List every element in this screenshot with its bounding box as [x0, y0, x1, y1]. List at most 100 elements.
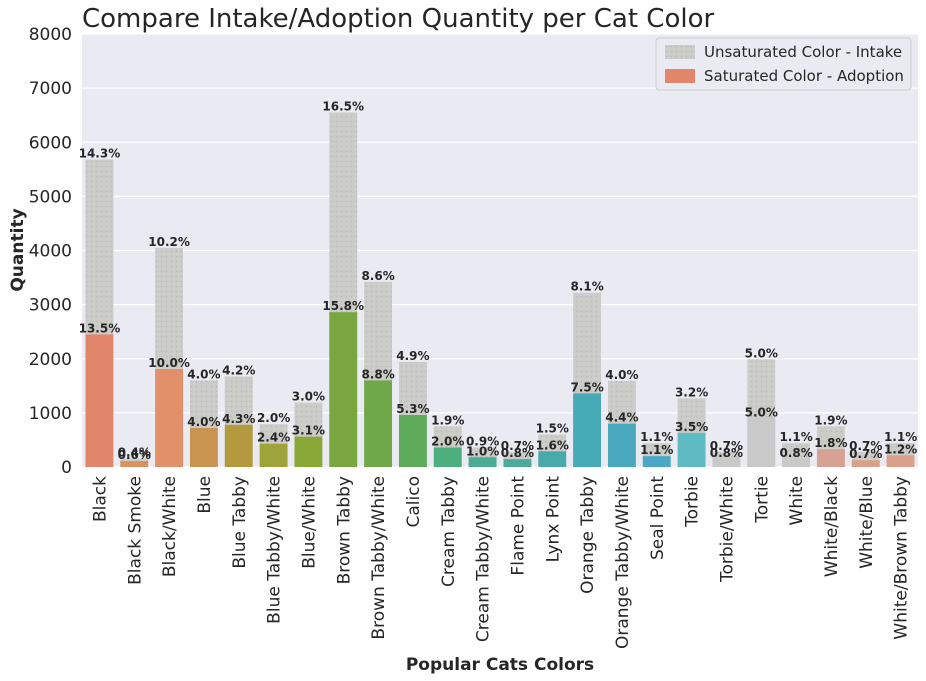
x-tick-label: White/Brown Tabby	[892, 476, 912, 640]
y-tick-label: 5000	[29, 187, 72, 207]
adoption-bar	[677, 432, 706, 467]
adoption-bar	[120, 461, 149, 467]
legend-swatch-intake	[665, 45, 695, 59]
x-tick-label: Blue	[195, 476, 215, 514]
x-tick-label: Blue Tabby	[230, 476, 250, 569]
adoption-bar	[573, 393, 602, 467]
adoption-pct-label: 5.3%	[396, 402, 429, 416]
x-tick-label: Lynx Point	[543, 476, 563, 563]
adoption-pct-label: 15.8%	[322, 299, 364, 313]
intake-pct-label: 5.0%	[745, 346, 778, 360]
adoption-pct-label: 0.7%	[849, 447, 882, 461]
adoption-pct-label: 10.0%	[148, 356, 190, 370]
adoption-pct-label: 3.1%	[292, 424, 325, 438]
intake-pct-label: 0.7%	[849, 439, 882, 453]
intake-pct-label: 3.2%	[675, 385, 708, 399]
adoption-pct-label: 0.6%	[118, 448, 151, 462]
intake-pct-label: 14.3%	[79, 147, 121, 161]
adoption-pct-label: 4.4%	[605, 411, 638, 425]
legend: Unsaturated Color - Intake Saturated Col…	[655, 37, 912, 91]
x-tick-label: Black/White	[160, 476, 180, 577]
adoption-pct-label: 2.0%	[431, 435, 464, 449]
intake-pct-label: 1.1%	[779, 430, 812, 444]
adoption-pct-label: 1.0%	[466, 444, 499, 458]
y-tick-label: 1000	[29, 404, 72, 424]
x-tick-label: White	[787, 476, 807, 525]
adoption-bar	[747, 418, 776, 467]
chart-title: Compare Intake/Adoption Quantity per Cat…	[82, 4, 714, 34]
intake-pct-label: 16.5%	[322, 99, 364, 113]
x-tick-label: Brown Tabby/White	[369, 476, 389, 640]
x-axis-label: Popular Cats Colors	[406, 655, 594, 675]
intake-pct-label: 1.9%	[814, 413, 847, 427]
adoption-pct-label: 0.8%	[710, 446, 743, 460]
legend-box	[655, 37, 912, 91]
adoption-pct-label: 4.3%	[222, 412, 255, 426]
x-tick-label: Blue/White	[299, 476, 319, 569]
adoption-pct-label: 0.8%	[779, 446, 812, 460]
x-tick-label: Flame Point	[508, 476, 528, 576]
x-tick-label: Black Smoke	[125, 476, 145, 585]
y-axis-label: Quantity	[8, 208, 28, 291]
adoption-bar	[712, 459, 741, 467]
adoption-series	[85, 312, 915, 467]
x-tick-label: White/Black	[822, 476, 842, 577]
adoption-pct-label: 7.5%	[570, 380, 603, 394]
legend-swatch-adoption	[665, 69, 695, 83]
legend-label-adoption: Saturated Color - Adoption	[704, 67, 904, 85]
intake-pct-label: 1.5%	[536, 422, 569, 436]
percentage-labels: 14.3%13.5%0.4%0.6%10.2%10.0%4.0%4.0%4.2%…	[79, 99, 918, 462]
adoption-bar	[607, 423, 636, 467]
adoption-bar	[224, 424, 253, 467]
intake-pct-label: 1.1%	[884, 430, 917, 444]
intake-pct-label: 4.0%	[605, 368, 638, 382]
adoption-bar	[259, 443, 288, 467]
adoption-bar	[294, 436, 323, 467]
x-tick-label: Seal Point	[648, 476, 668, 560]
adoption-bar	[782, 459, 811, 467]
legend-label-intake: Unsaturated Color - Intake	[704, 43, 902, 61]
adoption-bar	[851, 460, 880, 467]
adoption-bar	[398, 415, 427, 467]
y-tick-label: 3000	[29, 296, 72, 316]
x-tick-label: Calico	[404, 476, 424, 527]
intake-pct-label: 4.2%	[222, 364, 255, 378]
adoption-pct-label: 1.6%	[536, 438, 569, 452]
adoption-bar	[468, 457, 497, 467]
intake-pct-label: 1.9%	[431, 413, 464, 427]
x-tick-label: Cream Tabby/White	[474, 476, 494, 642]
intake-pct-label: 4.9%	[396, 349, 429, 363]
intake-pct-label: 8.6%	[361, 269, 394, 283]
intake-pct-label: 0.9%	[466, 435, 499, 449]
x-tick-label: Tortie	[752, 476, 772, 524]
adoption-pct-label: 3.5%	[675, 420, 708, 434]
adoption-bar	[364, 380, 393, 467]
x-tick-label: Blue Tabby/White	[265, 476, 285, 624]
adoption-bar	[329, 312, 358, 467]
adoption-pct-label: 1.2%	[884, 442, 917, 456]
adoption-pct-label: 13.5%	[79, 321, 121, 335]
adoption-pct-label: 1.1%	[640, 443, 673, 457]
x-tick-label: Torbie/White	[717, 476, 737, 583]
y-tick-label: 6000	[29, 133, 72, 153]
y-tick-label: 4000	[29, 242, 72, 262]
adoption-pct-label: 4.0%	[187, 415, 220, 429]
intake-pct-label: 0.4%	[118, 445, 151, 459]
grid-lines	[82, 33, 918, 468]
adoption-bar	[85, 334, 114, 467]
intake-pct-label: 3.0%	[292, 390, 325, 404]
y-tick-label: 8000	[29, 25, 72, 45]
adoption-bar	[642, 456, 671, 467]
intake-pct-label: 10.2%	[148, 235, 190, 249]
y-tick-label: 0	[61, 458, 72, 478]
adoption-pct-label: 0.8%	[501, 446, 534, 460]
intake-pct-label: 4.0%	[187, 367, 220, 381]
x-tick-label: Brown Tabby	[334, 476, 354, 584]
adoption-bar	[155, 369, 184, 467]
y-tick-label: 7000	[29, 79, 72, 99]
y-tick-label: 2000	[29, 350, 72, 370]
y-axis-ticks: 0 1000 2000 3000 4000 5000 6000 7000 8000	[29, 25, 72, 478]
intake-pct-label: 8.1%	[570, 280, 603, 294]
adoption-pct-label: 1.8%	[814, 436, 847, 450]
